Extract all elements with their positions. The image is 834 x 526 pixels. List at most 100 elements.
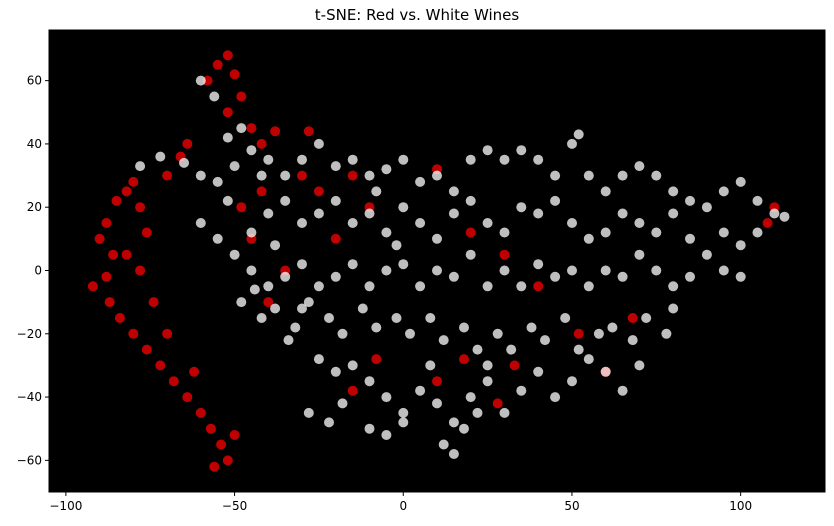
series-1-point [634,161,645,172]
series-0-point [104,297,115,308]
series-1-point [499,227,510,238]
series-0-point [148,297,159,308]
series-0-point [246,123,257,134]
series-1-point [381,430,392,440]
series-0-point [189,366,200,377]
series-1-point [600,227,611,238]
series-1-point [438,439,449,450]
series-1-point [236,297,247,308]
series-0-point [263,297,274,308]
series-0-point [141,227,152,238]
series-1-point [567,265,577,276]
series-1-point [718,265,729,276]
series-1-point [617,170,628,181]
series-0-point [121,249,132,260]
series-1-point [337,398,348,409]
series-0-point [509,360,520,371]
series-1-point [600,186,611,197]
series-1-point [533,208,544,219]
series-0-point [256,138,267,149]
series-1-point [398,202,409,213]
series-1-point [371,322,382,333]
series-0-point [162,328,173,339]
series-1-point [492,328,503,339]
series-1-point [550,195,561,206]
series-0-point [114,313,125,323]
series-0-point [87,281,98,292]
series-1-point [651,227,662,238]
series-0-point [303,126,314,137]
series-1-point [236,123,247,134]
series-1-point [516,281,527,292]
x-tick-label: −50 [222,499,247,513]
series-1-point [634,249,645,260]
y-tick-label: −20 [17,327,42,341]
series-1-point [432,170,442,181]
series-0-point [492,398,503,409]
y-tick-label: −60 [17,453,42,467]
series-1-point [313,208,324,219]
series-1-point [246,265,257,276]
series-1-point [229,249,240,260]
series-1-point [222,132,233,143]
series-1-point [482,376,493,387]
series-1-point [540,335,550,346]
series-1-point [593,328,604,339]
series-1-point [465,392,476,403]
x-tick-label: −100 [49,499,82,513]
series-1-point [347,259,358,270]
series-1-point [701,202,712,213]
x-tick-label: 50 [564,499,579,513]
series-1-point [432,233,442,244]
series-1-point [516,202,527,213]
series-1-point [364,423,375,434]
series-0-point [209,461,220,472]
series-0-point [371,354,382,365]
y-tick-label: 40 [27,137,42,151]
series-1-point [209,91,220,102]
series-1-point [448,271,459,282]
plot-frame [48,29,826,493]
series-1-point [465,195,476,206]
series-0-point [182,392,193,403]
series-1-point [297,154,307,165]
series-1-point [438,335,449,346]
series-1-point [567,138,577,149]
series-1-point [425,313,436,323]
series-1-point [661,328,672,339]
series-1-point [357,303,368,314]
series-0-point [236,202,247,213]
series-1-point [668,208,679,219]
series-1-point [263,208,274,219]
series-1-point [735,240,746,251]
series-1-point [415,218,426,228]
series-0-point [128,328,139,339]
series-1-point [668,281,679,292]
series-1-point [280,170,291,181]
y-axis: −60 −40 −20 0 20 40 60 [17,74,49,467]
series-0-point [195,407,206,418]
series-1-point [499,265,510,276]
chart-title: t-SNE: Red vs. White Wines [314,6,520,24]
series-0-point [182,138,193,149]
series-1-point [600,265,611,276]
series-1-point [391,313,402,323]
series-1-point [135,161,146,172]
series-1-point [448,186,459,197]
series-1-point [263,281,274,292]
series-1-point [459,322,469,333]
series-1-point [651,265,662,276]
series-0-point [135,202,146,213]
series-1-point [752,195,763,206]
series-0-point [762,218,773,228]
series-1-point [533,259,544,270]
series-1-point [641,313,652,323]
series-1-point [246,145,257,156]
series-1-point [550,271,561,282]
series-0-point [162,170,173,181]
series-1-point [516,385,527,396]
series-1-point [516,145,527,156]
series-1-point [600,366,611,377]
series-1-point [256,170,267,181]
